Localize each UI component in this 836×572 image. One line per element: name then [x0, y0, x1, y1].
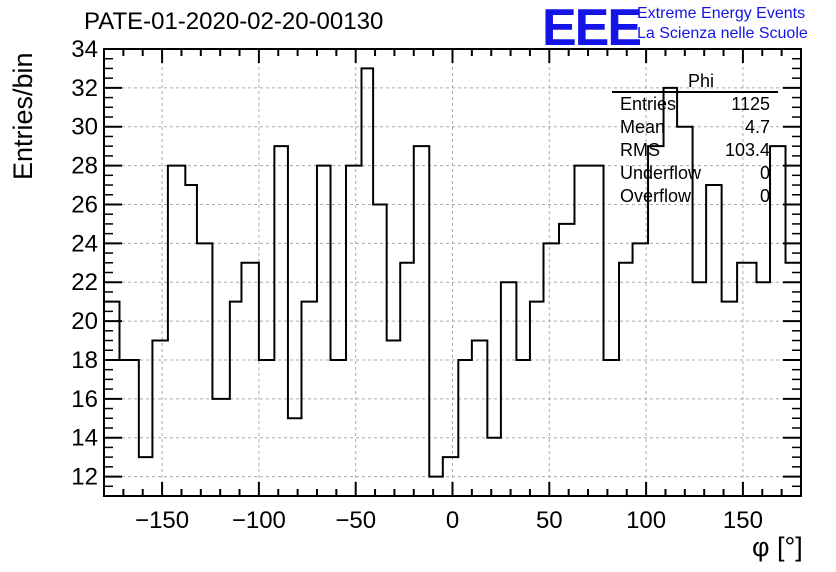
stats-row-rms: RMS 103.4 [612, 139, 778, 162]
y-tick-label: 18 [71, 347, 98, 374]
stats-value: 4.7 [744, 117, 770, 137]
logo-caption-line1: Extreme Energy Events [637, 5, 806, 22]
stats-label: Mean [620, 117, 666, 137]
x-tick-label: 100 [626, 507, 666, 534]
stats-label: Underflow [620, 163, 702, 183]
y-tick-label: 22 [71, 269, 98, 296]
y-tick-label: 30 [71, 114, 98, 141]
y-tick-label: 20 [71, 308, 98, 335]
stats-row-underflow: Underflow 0 [612, 162, 778, 185]
stats-box: Phi Entries 1125 Mean 4.7 RMS 103.4 Underfl… [612, 70, 778, 208]
stats-value: 1125 [731, 94, 770, 114]
stats-row-mean: Mean 4.7 [612, 116, 778, 139]
x-tick-label: 50 [536, 507, 563, 534]
y-tick-label: 28 [71, 153, 98, 180]
x-tick-label: 0 [446, 507, 459, 534]
stats-row-overflow: Overflow 0 [612, 185, 778, 208]
logo-caption-line2: La Scienza nelle Scuole [637, 25, 808, 42]
x-tick-label: −150 [135, 507, 189, 534]
y-tick-label: 34 [71, 36, 98, 63]
y-tick-label: 12 [71, 464, 98, 491]
stats-value: 0 [759, 163, 770, 183]
x-tick-label: 150 [723, 507, 763, 534]
y-tick-label: 24 [71, 230, 98, 257]
axis-ticks: −150 −100 −50 0 50 100 150 12 14 16 18 20 22 24 26 28 30… [71, 36, 802, 534]
grid-lines [104, 48, 801, 496]
stats-label: RMS [620, 140, 660, 160]
x-axis-label: φ [°] [752, 532, 803, 562]
y-tick-label: 26 [71, 191, 98, 218]
stats-name: Phi [687, 71, 714, 91]
eee-logo: EEE [542, 0, 642, 57]
x-tick-label: −50 [335, 507, 376, 534]
y-axis-label-text: Entries/bin [8, 52, 38, 180]
y-tick-label: 14 [71, 425, 98, 452]
plot-frame [103, 48, 802, 497]
stats-label: Entries [620, 94, 677, 114]
y-tick-label: 32 [71, 75, 98, 102]
logo-caption: Extreme Energy Events La Scienza nelle S… [637, 4, 808, 44]
y-tick-label: 16 [71, 386, 98, 413]
stats-value: 103.4 [724, 140, 770, 160]
chart-title: PATE-01-2020-02-20-00130 [84, 8, 384, 35]
stats-row-entries: Entries 1125 [612, 93, 778, 116]
stats-divider [612, 91, 778, 93]
stats-label: Overflow [620, 186, 692, 206]
histogram-step-line [103, 67, 802, 496]
stats-value: 0 [759, 186, 770, 206]
x-tick-label: −100 [232, 507, 286, 534]
